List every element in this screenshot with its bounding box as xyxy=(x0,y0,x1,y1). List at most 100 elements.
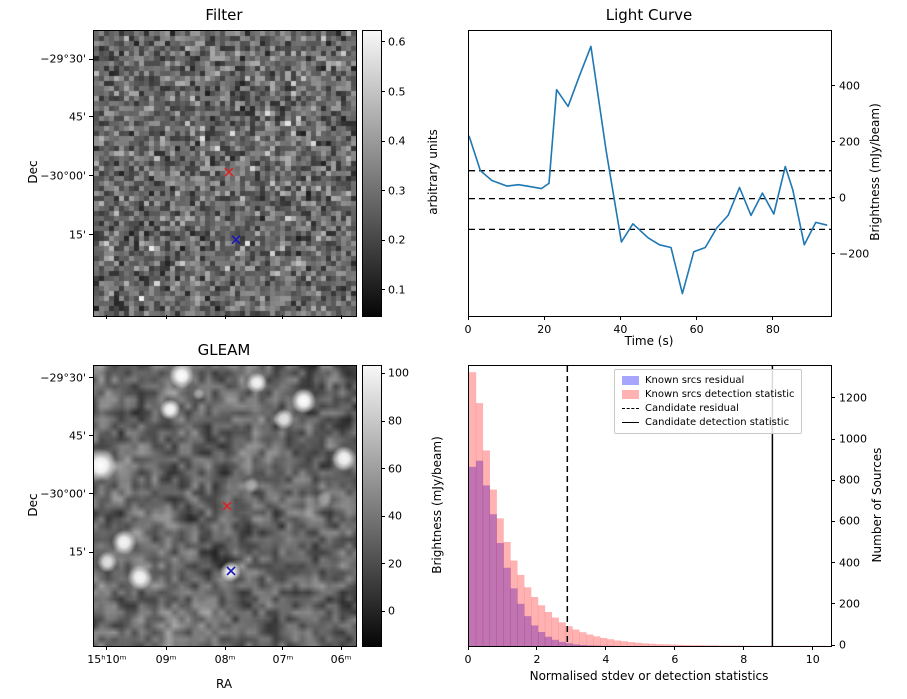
filter-ytick-label: −29°30' xyxy=(40,52,86,66)
gleam-ytick-label: 45' xyxy=(68,429,86,443)
lightcurve-xtick-label: 0 xyxy=(464,323,472,336)
lightcurve-ytick xyxy=(831,85,835,87)
hist-bar-residual xyxy=(565,643,573,646)
lightcurve-xtick-label: 80 xyxy=(765,323,780,336)
filter-xtick xyxy=(224,315,226,319)
gleam-colorbar-tick-label: 100 xyxy=(388,366,409,380)
gleam-ytick xyxy=(89,377,93,379)
blue-x-marker xyxy=(231,235,241,245)
histogram-xtick-label: 0 xyxy=(464,653,472,666)
filter-y-axis-label: Dec xyxy=(26,160,40,184)
gleam-ytick xyxy=(89,493,93,495)
filter-colorbar-tick-label: 0.5 xyxy=(388,85,406,99)
hist-bar-residual xyxy=(503,567,511,646)
hist-bar-detection xyxy=(655,644,663,646)
histogram-ytick-label: 600 xyxy=(839,514,860,528)
histogram-xtick xyxy=(467,646,469,650)
lightcurve-ytick-label: 0 xyxy=(839,191,846,205)
legend-solid-line xyxy=(622,421,639,423)
hist-bar-detection xyxy=(503,542,511,646)
filter-ytick xyxy=(89,116,93,118)
histogram-ytick-label: 800 xyxy=(839,473,860,487)
histogram-xtick xyxy=(536,646,538,650)
hist-bar-residual xyxy=(531,625,539,646)
filter-colorbar xyxy=(362,30,382,317)
filter-plot-area xyxy=(93,30,357,317)
histogram-ytick xyxy=(831,479,835,481)
legend-dashed-line xyxy=(622,407,639,409)
filter-colorbar-tick-label: 0.2 xyxy=(388,233,406,247)
lightcurve-xtick xyxy=(696,316,698,320)
filter-colorbar-tick xyxy=(381,190,385,192)
hist-bar-detection xyxy=(606,639,615,646)
gleam-colorbar xyxy=(362,365,382,647)
hist-bar-detection xyxy=(710,645,718,646)
hist-bar-detection xyxy=(586,634,594,646)
gleam-xtick xyxy=(340,646,342,650)
hist-bar-residual xyxy=(517,603,525,646)
gleam-colorbar-tick xyxy=(381,420,385,422)
gleam-colorbar-tick xyxy=(381,515,385,517)
gleam-ytick xyxy=(89,551,93,553)
gleam-colorbar-tick-label: 20 xyxy=(388,557,402,571)
histogram-y-axis-label: Number of Sources xyxy=(870,447,884,563)
filter-colorbar-gradient xyxy=(363,31,381,316)
histogram-ytick-label: 1000 xyxy=(839,432,867,446)
histogram-xtick xyxy=(674,646,676,650)
hist-bar-residual xyxy=(586,645,594,646)
legend-label: Known srcs detection statistic xyxy=(645,388,795,400)
hist-bar-detection xyxy=(510,560,518,646)
histogram-legend: Known srcs residual Known srcs detection … xyxy=(614,369,803,434)
filter-ytick-label: −30°00' xyxy=(40,169,86,183)
hist-bar-detection xyxy=(496,518,504,646)
gleam-x-axis-label: RA xyxy=(215,677,233,691)
gleam-marker-overlay xyxy=(222,501,236,576)
histogram-xtick-label: 2 xyxy=(533,653,541,666)
gleam-y-axis-label: Dec xyxy=(26,493,40,517)
hist-bar-residual xyxy=(475,460,484,646)
histogram-ytick xyxy=(831,644,835,646)
legend-item: Candidate residual xyxy=(622,401,794,415)
histogram-x-axis-label: Normalised stdev or detection statistics xyxy=(529,669,769,683)
lightcurve-ytick xyxy=(831,141,835,143)
filter-ytick-label: 15' xyxy=(68,228,86,242)
histogram-xtick-label: 6 xyxy=(671,653,679,666)
light-curve-series-line xyxy=(469,45,828,295)
histogram-plot xyxy=(469,366,828,646)
legend-color-patch xyxy=(622,389,639,399)
hist-bar-detection xyxy=(641,643,649,646)
gleam-colorbar-tick-label: 0 xyxy=(388,604,395,618)
histogram-ytick xyxy=(831,520,835,522)
lightcurve-xtick xyxy=(543,316,545,320)
histogram-ytick xyxy=(831,397,835,399)
histogram-xtick xyxy=(605,646,607,650)
filter-colorbar-tick-label: 0.6 xyxy=(388,35,406,49)
filter-xtick xyxy=(282,315,284,319)
histogram-xtick xyxy=(743,646,745,650)
gleam-xtick-label: 08ᵐ xyxy=(214,653,236,666)
histogram-xtick xyxy=(812,646,814,650)
hist-bar-detection xyxy=(662,644,670,646)
hist-bar-detection xyxy=(620,641,628,646)
legend-item: Known srcs residual xyxy=(622,373,794,387)
hist-bar-detection xyxy=(482,450,490,646)
histogram-ytick-label: 200 xyxy=(839,597,860,611)
filter-xtick xyxy=(106,315,108,319)
gleam-sky-image xyxy=(94,366,356,646)
hist-bar-residual xyxy=(579,644,587,646)
hist-bar-residual xyxy=(482,485,490,646)
light-curve-plot xyxy=(469,45,831,295)
histogram-ytick-label: 0 xyxy=(839,638,846,652)
gleam-ytick-label: −30°00' xyxy=(40,487,86,501)
light-curve-title: Light Curve xyxy=(605,6,693,24)
hist-bar-detection xyxy=(558,622,566,646)
hist-bar-residual xyxy=(558,641,566,646)
hist-bar-detection xyxy=(696,645,704,646)
hist-bar-residual xyxy=(524,616,532,646)
lightcurve-ytick xyxy=(831,197,835,199)
filter-noise-image xyxy=(94,31,356,316)
lightcurve-xtick-label: 20 xyxy=(537,323,552,336)
hist-bar-detection xyxy=(572,629,580,646)
legend-label: Known srcs residual xyxy=(645,374,745,386)
